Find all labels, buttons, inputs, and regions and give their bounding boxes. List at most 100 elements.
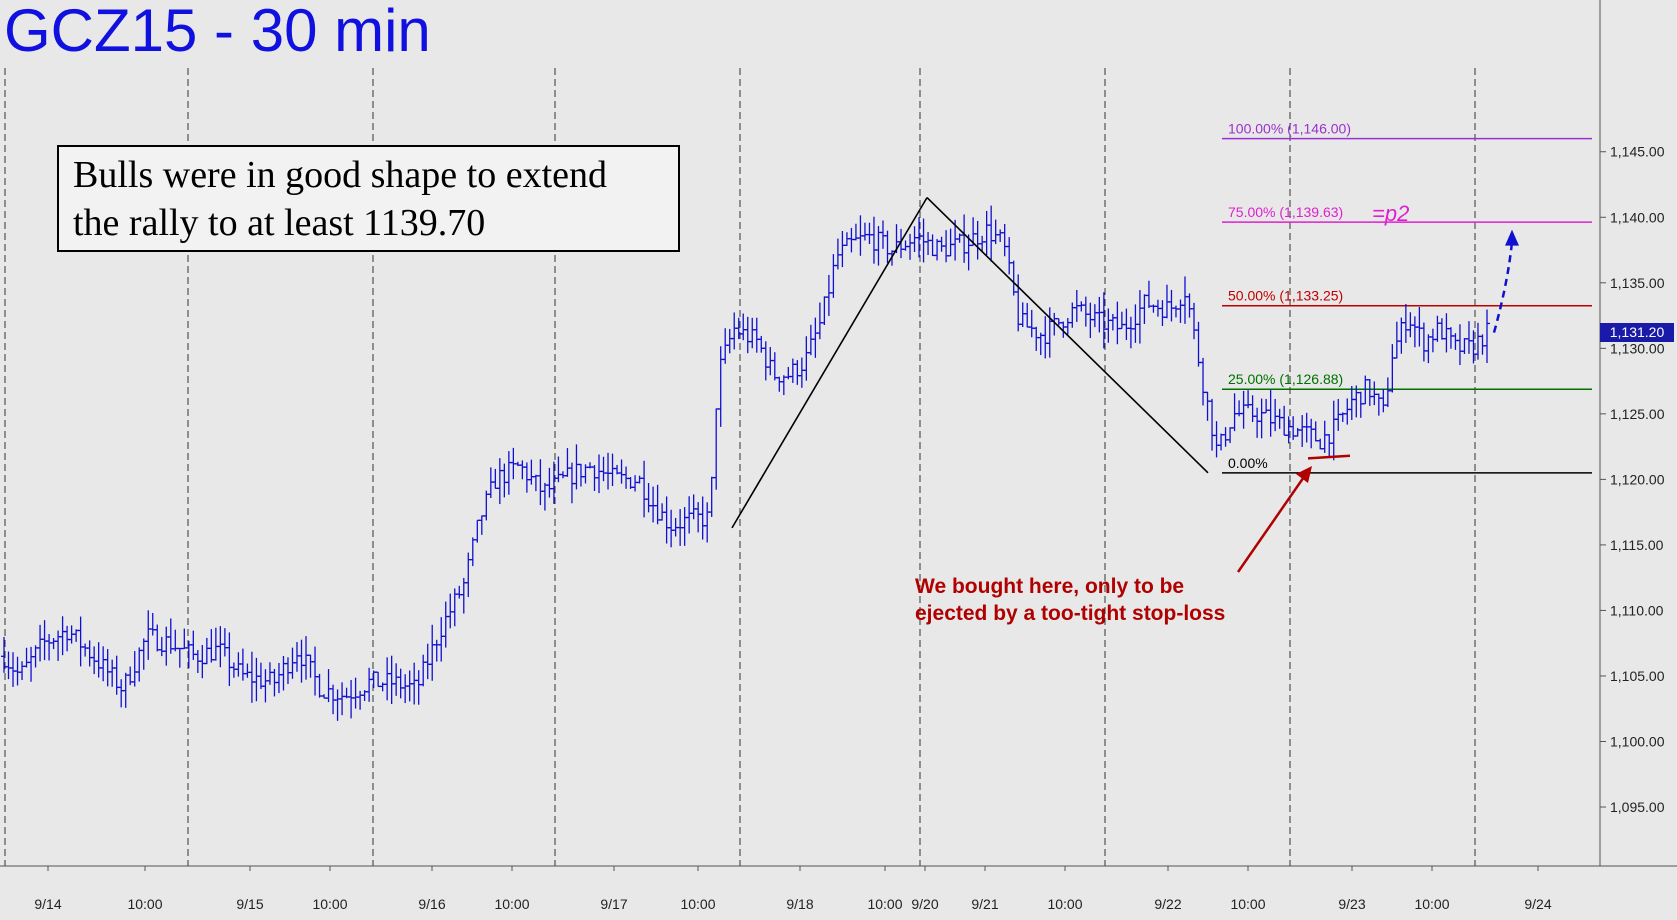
price-bar	[82, 643, 89, 657]
price-bar	[388, 655, 395, 705]
price-bar	[1272, 398, 1279, 432]
price-bar	[113, 655, 120, 695]
price-bar	[596, 454, 603, 494]
price-tick-label: 1,095.00	[1610, 799, 1665, 815]
price-bar	[1456, 324, 1463, 366]
price-bar	[199, 645, 206, 679]
price-bar	[1240, 390, 1247, 429]
callout-box: Bulls were in good shape to extend the r…	[57, 145, 680, 252]
price-bar	[1096, 296, 1103, 333]
price-bar	[1209, 398, 1216, 451]
price-bar	[91, 646, 98, 675]
price-bar	[253, 657, 260, 702]
price-bar	[1348, 386, 1355, 420]
price-bar	[1389, 344, 1396, 393]
price-bar	[1375, 393, 1382, 416]
price-bar	[1353, 385, 1360, 418]
price-bar	[1069, 302, 1076, 328]
price-bar	[118, 679, 125, 708]
price-tick-label: 1,135.00	[1610, 275, 1665, 291]
price-bar	[442, 601, 449, 648]
price-bar	[609, 453, 616, 487]
price-bar	[681, 507, 688, 546]
price-bar	[861, 222, 868, 241]
time-tick-label: 9/14	[34, 896, 61, 912]
chart-title: GCZ15 - 30 min	[4, 0, 431, 64]
price-bar	[1479, 334, 1486, 355]
price-bar	[370, 670, 377, 689]
price-bar	[1434, 315, 1441, 342]
price-bar	[934, 239, 941, 261]
price-bar	[1078, 301, 1085, 312]
price-bar	[244, 663, 251, 678]
price-bar	[1231, 393, 1238, 432]
price-bar	[1443, 313, 1450, 353]
price-tick-label: 1,115.00	[1610, 537, 1664, 553]
price-bar	[411, 662, 418, 705]
price-bar	[1344, 398, 1351, 425]
price-bar	[821, 296, 828, 325]
fib-level-label: 50.00% (1,133.25)	[1228, 288, 1343, 304]
price-bar	[1019, 302, 1026, 328]
price-bar	[1091, 304, 1098, 328]
price-bar	[1474, 322, 1481, 360]
time-tick-label: 9/23	[1338, 896, 1365, 912]
price-bar	[1249, 395, 1256, 423]
price-bar	[483, 490, 490, 521]
price-bar	[1042, 316, 1049, 359]
price-bar	[1303, 412, 1310, 443]
annotation-line-2: ejected by a too-tight stop-loss	[915, 602, 1226, 625]
price-bar	[537, 459, 544, 506]
price-bar	[226, 632, 233, 686]
price-bar	[217, 626, 224, 668]
price-bar	[1254, 407, 1261, 438]
annotation-arrow	[1236, 473, 1308, 573]
time-tick-label: 9/17	[600, 896, 627, 912]
price-bar	[104, 649, 111, 687]
price-bar	[902, 240, 909, 251]
price-bar	[1132, 304, 1139, 343]
projection-arrow	[1492, 241, 1514, 333]
price-bar	[86, 640, 93, 667]
price-bar	[1267, 390, 1274, 437]
price-bar	[1393, 321, 1400, 359]
time-tick-label: 10:00	[494, 896, 529, 912]
price-bar	[1420, 322, 1427, 362]
price-bar	[1411, 316, 1418, 348]
price-bar	[961, 214, 968, 263]
price-bar	[938, 236, 945, 252]
price-bar	[1330, 400, 1337, 461]
price-bar	[100, 646, 107, 682]
price-bar	[23, 647, 30, 668]
price-bar	[122, 672, 129, 708]
price-bar	[947, 228, 954, 257]
price-bar	[1465, 321, 1472, 354]
price-bar	[366, 667, 373, 702]
price-bar	[46, 634, 53, 661]
price-bar	[293, 642, 300, 672]
time-tick-label: 9/18	[786, 896, 813, 912]
price-bar	[839, 231, 846, 268]
price-bar	[433, 639, 440, 662]
price-bar	[1082, 296, 1089, 327]
price-bar	[474, 519, 481, 543]
price-bar	[807, 324, 814, 356]
fibonacci-levels: 100.00% (1,146.00) 75.00% (1,139.63) =p2 50…	[1222, 121, 1592, 474]
price-bar	[690, 494, 697, 520]
price-bar	[532, 474, 539, 492]
price-bar	[203, 637, 210, 665]
price-bar	[1371, 381, 1378, 406]
price-bar	[163, 626, 170, 666]
price-bar	[564, 448, 571, 477]
price-bar	[221, 628, 228, 657]
price-bar	[884, 230, 891, 264]
price-bar	[519, 460, 526, 480]
price-bar	[64, 625, 71, 652]
price-bar	[645, 483, 652, 513]
price-bar	[316, 673, 323, 698]
price-bar	[28, 646, 35, 682]
price-bar	[920, 218, 927, 263]
callout-line-2: the rally to at least 1139.70	[73, 202, 486, 244]
price-bar	[550, 461, 557, 504]
price-bar	[37, 624, 44, 662]
